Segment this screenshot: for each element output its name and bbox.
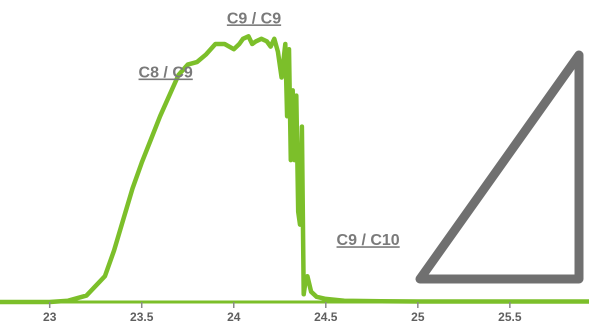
annotation-label: C8 / C9 [139, 65, 193, 82]
annotations: C8 / C9 C9 / C9 C9 / C10 [139, 10, 400, 249]
x-tick-label: 24.5 [314, 310, 338, 324]
series-line [0, 34, 589, 305]
x-tick-label: 25 [411, 310, 425, 324]
annotation-label: C9 / C9 [227, 10, 281, 27]
annotation-label: C9 / C10 [337, 232, 400, 249]
decoration [415, 50, 584, 284]
x-tick-label: 25.5 [498, 310, 522, 324]
x-tick-label: 24 [227, 310, 241, 324]
x-tick-label: 23 [43, 310, 57, 324]
x-tick-label: 23.5 [130, 310, 154, 324]
x-tick-labels: 23 23.5 24 24.5 25 25.5 [43, 302, 522, 324]
triangle-icon [415, 50, 584, 284]
chart-marks [0, 34, 589, 305]
